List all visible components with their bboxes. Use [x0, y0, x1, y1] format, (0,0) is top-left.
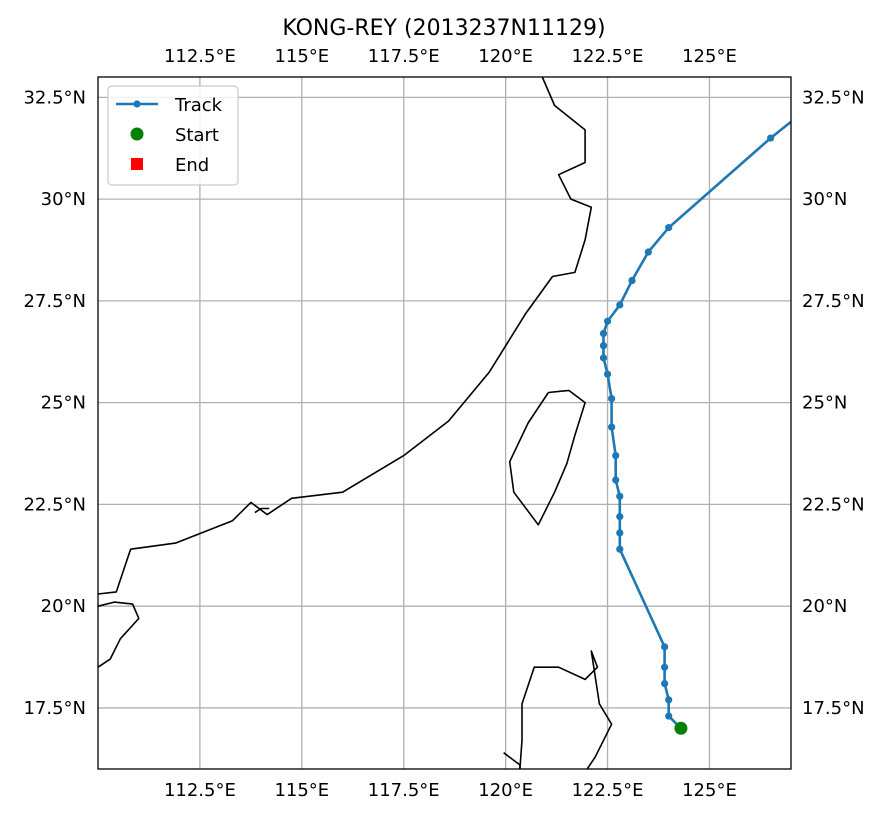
axis-ticks: 112.5°E 112.5°E 115°E 115°E 117.5°E 117.5°E 12…: [23, 46, 864, 801]
coastline: [97, 601, 140, 668]
legend-end-marker: [131, 158, 143, 170]
y-tick-label-left: 27.5°N: [23, 291, 86, 312]
track-point: [603, 317, 612, 325]
track-point: [665, 696, 673, 704]
start-marker: [674, 721, 688, 735]
x-tick-label-bottom: 112.5°E: [164, 780, 236, 801]
storm-track: [599, 120, 791, 735]
track-point: [616, 545, 624, 553]
coastline: [508, 389, 586, 526]
x-tick-label-bottom: 117.5°E: [368, 780, 440, 801]
y-tick-label-left: 22.5°N: [23, 494, 86, 515]
y-tick-label-left: 17.5°N: [23, 698, 86, 719]
coastline: [519, 650, 613, 770]
track-point: [608, 394, 616, 403]
track-point: [599, 329, 608, 338]
track-point: [599, 354, 608, 362]
x-tick-label-top: 120°E: [478, 46, 533, 67]
y-tick-label-right: 30°N: [802, 189, 847, 210]
track-point: [612, 476, 620, 484]
track-point: [644, 248, 652, 256]
x-tick-label-top: 117.5°E: [368, 46, 440, 67]
track-point: [661, 663, 669, 671]
track-point: [608, 423, 616, 431]
track-point: [665, 224, 673, 232]
chart-title: KONG-REY (2013237N11129): [282, 16, 605, 41]
track-point: [616, 513, 624, 521]
track-point: [628, 276, 636, 285]
y-tick-label-right: 22.5°N: [802, 494, 865, 515]
x-tick-label-bottom: 115°E: [274, 780, 329, 801]
y-tick-label-left: 25°N: [41, 393, 86, 414]
y-tick-label-right: 32.5°N: [802, 87, 865, 108]
track-point: [665, 712, 673, 720]
coastline: [254, 507, 270, 514]
legend-label: Track: [174, 95, 223, 116]
x-tick-label-bottom: 122.5°E: [572, 780, 644, 801]
track-point: [616, 529, 624, 537]
coastlines: [97, 76, 613, 770]
track-point: [603, 370, 612, 378]
coastline: [97, 76, 593, 595]
y-tick-label-right: 20°N: [802, 596, 847, 617]
track-point: [661, 679, 669, 688]
legend-label: End: [175, 155, 209, 176]
y-tick-label-right: 25°N: [802, 393, 847, 414]
track-point: [599, 342, 608, 350]
x-tick-label-bottom: 125°E: [682, 780, 737, 801]
x-tick-label-top: 112.5°E: [164, 46, 236, 67]
track-point: [767, 134, 775, 142]
track-point: [616, 492, 624, 500]
legend-track-dot: [133, 100, 141, 108]
legend: Track Start End: [107, 85, 239, 186]
map-frame: [97, 76, 792, 770]
track-line: [602, 120, 791, 730]
y-tick-label-right: 17.5°N: [802, 698, 865, 719]
legend-label: Start: [175, 125, 219, 146]
y-tick-label-left: 32.5°N: [23, 87, 86, 108]
track-point: [616, 301, 624, 309]
y-tick-label-right: 27.5°N: [802, 291, 865, 312]
x-tick-label-bottom: 120°E: [478, 780, 533, 801]
x-tick-label-top: 125°E: [682, 46, 737, 67]
track-point: [661, 643, 669, 651]
x-tick-label-top: 122.5°E: [572, 46, 644, 67]
x-tick-label-top: 115°E: [274, 46, 329, 67]
y-tick-label-left: 20°N: [41, 596, 86, 617]
legend-start-marker: [130, 127, 144, 141]
y-tick-label-left: 30°N: [41, 189, 86, 210]
track-point: [612, 451, 620, 460]
